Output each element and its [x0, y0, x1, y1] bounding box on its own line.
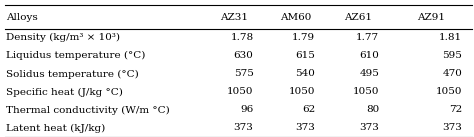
Text: 540: 540	[295, 69, 315, 79]
Text: 80: 80	[366, 105, 379, 115]
Text: Thermal conductivity (W/m °C): Thermal conductivity (W/m °C)	[6, 105, 169, 115]
Text: 630: 630	[234, 51, 254, 60]
Text: 610: 610	[359, 51, 379, 60]
Text: 575: 575	[234, 69, 254, 79]
Text: 1050: 1050	[353, 87, 379, 96]
Text: 1050: 1050	[289, 87, 315, 96]
Text: Latent heat (kJ/kg): Latent heat (kJ/kg)	[6, 123, 105, 133]
Text: 373: 373	[442, 123, 462, 132]
Text: 1.77: 1.77	[356, 33, 379, 42]
Text: Liquidus temperature (°C): Liquidus temperature (°C)	[6, 51, 145, 61]
Text: Specific heat (J/kg °C): Specific heat (J/kg °C)	[6, 87, 123, 97]
Text: 470: 470	[442, 69, 462, 79]
Text: 615: 615	[295, 51, 315, 60]
Text: 1.78: 1.78	[230, 33, 254, 42]
Text: 62: 62	[302, 105, 315, 115]
Text: 373: 373	[295, 123, 315, 132]
Text: 1.79: 1.79	[292, 33, 315, 42]
Text: AZ61: AZ61	[344, 13, 372, 22]
Text: 373: 373	[359, 123, 379, 132]
Text: 1050: 1050	[227, 87, 254, 96]
Text: 1050: 1050	[436, 87, 462, 96]
Text: 595: 595	[442, 51, 462, 60]
Text: AZ91: AZ91	[417, 13, 446, 22]
Text: Density (kg/m³ × 10³): Density (kg/m³ × 10³)	[6, 33, 120, 42]
Text: AZ31: AZ31	[219, 13, 248, 22]
Text: Alloys: Alloys	[6, 13, 37, 22]
Text: Solidus temperature (°C): Solidus temperature (°C)	[6, 69, 138, 79]
Text: 1.81: 1.81	[439, 33, 462, 42]
Text: 96: 96	[240, 105, 254, 115]
Text: 373: 373	[234, 123, 254, 132]
Text: 495: 495	[359, 69, 379, 79]
Text: AM60: AM60	[280, 13, 311, 22]
Text: 72: 72	[449, 105, 462, 115]
